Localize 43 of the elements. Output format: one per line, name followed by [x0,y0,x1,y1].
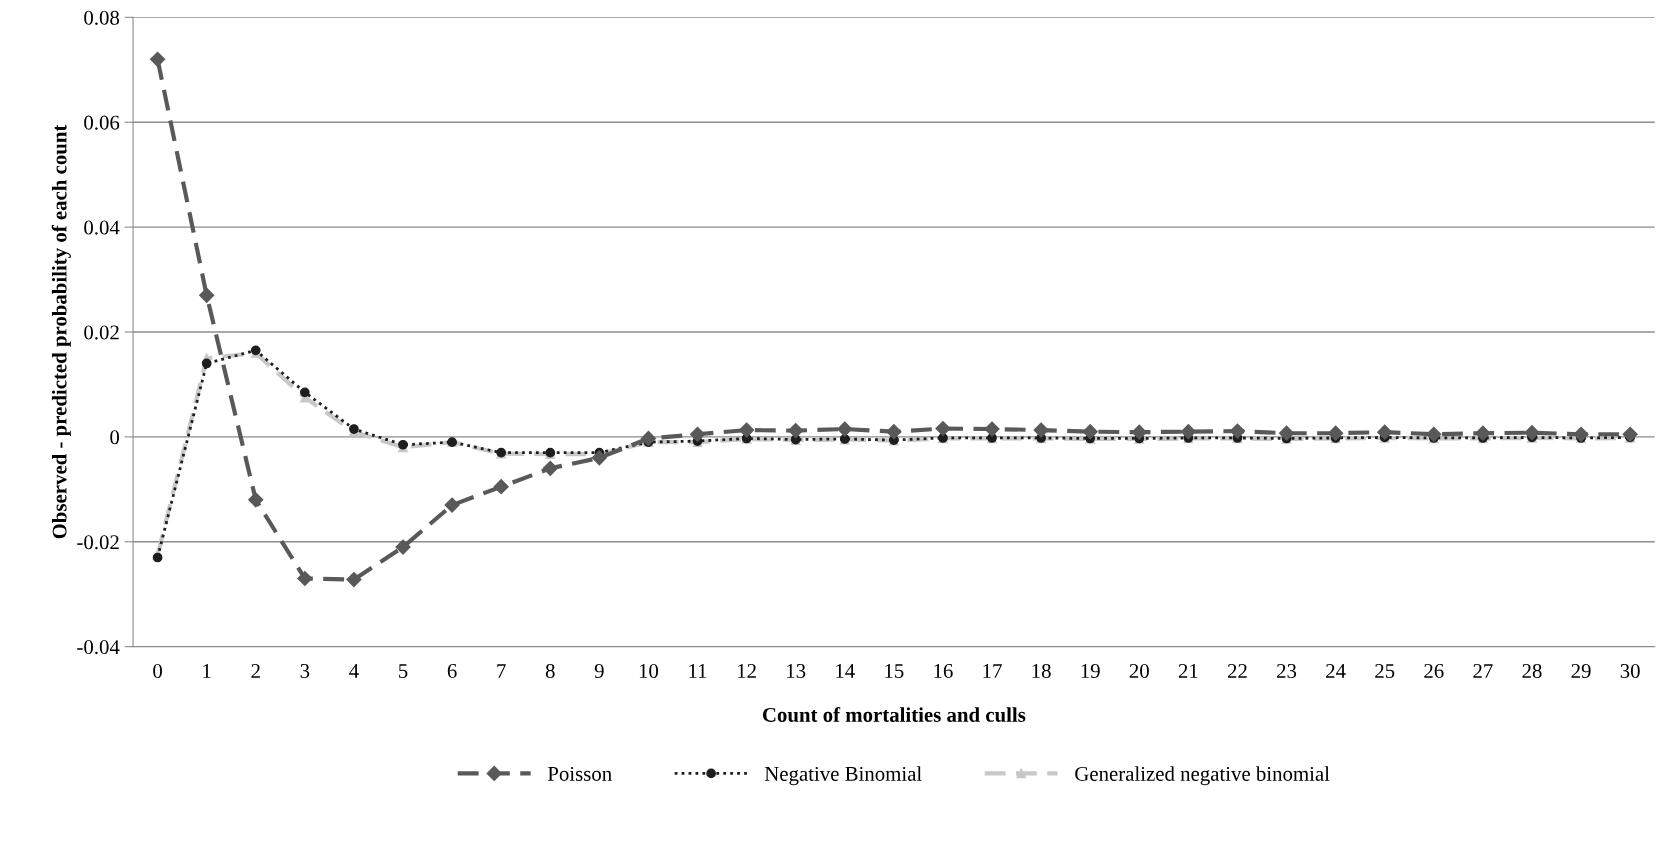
y-tick-label: 0 [110,430,120,445]
x-tick-label: 25 [1375,663,1395,678]
x-tick-label: 7 [497,664,506,678]
x-tick-label: 26 [1424,663,1444,678]
x-tick-label: 27 [1473,663,1493,678]
y-tick-label: 0.02 [84,325,119,340]
x-tick-label: 24 [1326,663,1346,678]
legend-label: Generalized negative binomial [1075,766,1330,786]
x-tick-label: 12 [738,663,756,678]
x-tick-label: 8 [545,663,555,678]
x-tick-label: 13 [787,663,806,678]
y-tick-label: 0.04 [84,220,120,235]
x-tick-label: 17 [983,664,1002,678]
x-tick-label: 29 [1571,663,1591,678]
x-tick-label: 22 [1227,663,1247,678]
x-tick-label: 20 [1129,663,1149,678]
y-axis-title: Observed - predicted probability of each count [51,124,71,539]
x-tick-label: 11 [689,664,707,678]
legend-label: Poisson [547,766,612,781]
x-tick-label: 4 [349,664,359,678]
y-tick-label: 0.08 [84,10,120,25]
x-tick-label: 19 [1081,663,1100,678]
legend-label: Negative Binomial [764,766,922,786]
y-tick-label: -0.02 [77,535,119,550]
x-tick-label: 16 [934,663,953,678]
y-tick-label: 0.06 [84,115,120,130]
x-tick-label: 14 [836,664,855,678]
x-tick-label: 21 [1178,663,1198,678]
x-tick-label: 15 [885,664,904,678]
y-tick-label: -0.04 [77,640,120,655]
x-tick-label: 1 [203,664,211,678]
x-tick-label: 30 [1620,663,1640,678]
x-tick-label: 10 [639,663,659,678]
x-tick-label: 2 [251,663,260,678]
x-tick-label: 3 [300,663,310,678]
x-tick-label: 5 [399,664,408,678]
x-axis-title: Count of mortalities and culls [762,707,1026,722]
x-tick-label: 6 [447,663,457,678]
x-tick-label: 23 [1277,663,1297,678]
x-tick-label: 18 [1032,663,1051,678]
x-tick-label: 28 [1522,663,1542,678]
x-tick-label: 0 [153,663,162,678]
x-tick-label: 9 [594,663,604,678]
